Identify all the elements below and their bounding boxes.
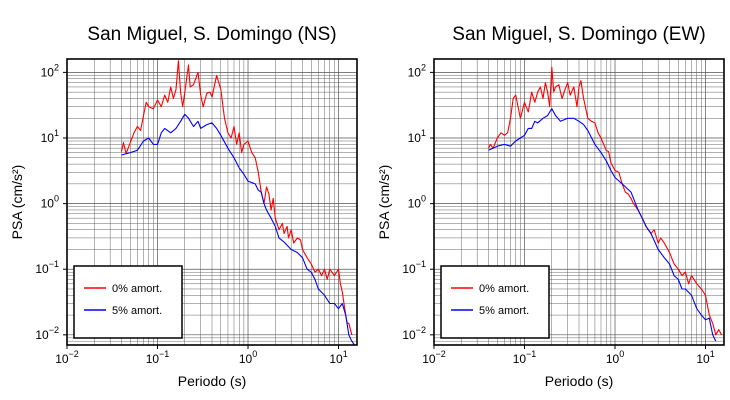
y-axis-label: PSA (cm/s²) xyxy=(9,165,25,240)
legend-label: 0% amort. xyxy=(112,283,162,295)
chart-panel-1: 10−2 10−1 100 101 10−2 10−1 100 101 102 San Migue… xyxy=(9,24,358,389)
series-line-red xyxy=(488,66,722,336)
x-axis-label: Periodo (s) xyxy=(178,373,246,389)
y-tick-label: 102 xyxy=(41,62,59,79)
legend-box xyxy=(440,265,550,339)
x-tick-label: 10−2 xyxy=(422,349,446,366)
chart-title: San Miguel, S. Domingo (EW) xyxy=(452,24,705,45)
chart-panel-2: 10−2 10−1 100 101 10−2 10−1 100 101 102 San Migue… xyxy=(376,24,725,389)
y-tick-label: 10−1 xyxy=(35,259,59,276)
series-line-red xyxy=(120,60,353,335)
grid xyxy=(66,59,357,346)
legend-label: 5% amort. xyxy=(112,305,162,317)
legend: 0% amort. 5% amort. xyxy=(440,265,550,339)
x-axis-label: Periodo (s) xyxy=(545,373,613,389)
chart-title: San Miguel, S. Domingo (NS) xyxy=(87,24,336,45)
legend-label: 5% amort. xyxy=(479,305,529,317)
x-tick-label: 100 xyxy=(239,349,257,366)
x-tick-label: 10−1 xyxy=(146,349,170,366)
y-tick-label: 10−1 xyxy=(402,259,426,276)
y-axis-label: PSA (cm/s²) xyxy=(376,165,392,240)
legend: 0% amort. 5% amort. xyxy=(73,265,183,339)
y-tick-label: 100 xyxy=(408,194,426,211)
x-tick-label: 10−1 xyxy=(513,349,537,366)
y-tick-label: 100 xyxy=(41,194,59,211)
x-tick-label: 100 xyxy=(606,349,624,366)
x-tick-label: 10−2 xyxy=(55,349,79,366)
x-tick-label: 101 xyxy=(329,349,347,366)
x-tick-label: 101 xyxy=(696,349,714,366)
plot-frame xyxy=(433,58,725,346)
y-tick-label: 101 xyxy=(408,128,426,145)
y-tick-label: 10−2 xyxy=(35,325,59,342)
y-tick-label: 10−2 xyxy=(402,325,426,342)
plot-frame xyxy=(66,58,358,346)
y-tick-label: 102 xyxy=(408,62,426,79)
legend-label: 0% amort. xyxy=(479,283,529,295)
legend-box xyxy=(73,265,183,339)
series-line-blue xyxy=(121,113,355,346)
series-line-blue xyxy=(488,108,717,342)
y-tick-label: 101 xyxy=(41,128,59,145)
